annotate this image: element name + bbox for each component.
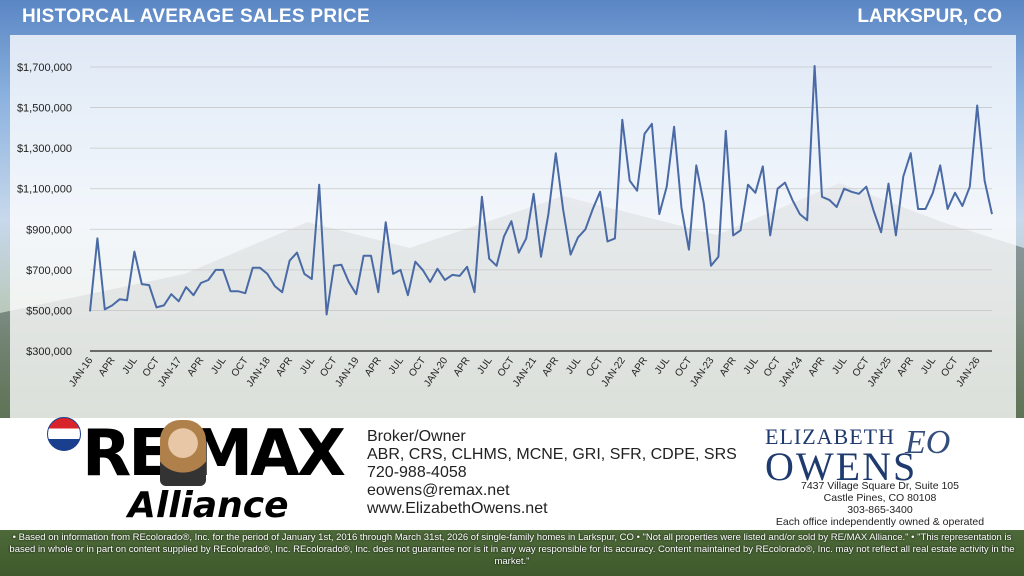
x-tick-label: OCT: [230, 355, 251, 379]
x-tick-label: JUL: [387, 355, 406, 376]
x-tick-label: JAN-19: [333, 355, 361, 389]
sales-price-chart: $300,000 $500,000 $700,000 $900,000 $1,100,0…: [17, 62, 993, 389]
x-tick-label: APR: [186, 355, 207, 378]
y-tick-label: $1,500,000: [17, 103, 72, 115]
x-tick-label: APR: [718, 355, 739, 378]
x-tick-label: APR: [97, 355, 118, 378]
office-phone: 303-865-3400: [847, 504, 913, 516]
office-info: 7437 Village Square Dr, Suite 105 Castle…: [752, 480, 1008, 528]
owens-logo-last: OWENS: [765, 444, 918, 489]
x-tick-label: APR: [895, 355, 916, 378]
broker-info: Broker/Owner ABR, CRS, CLHMS, MCNE, GRI,…: [367, 428, 737, 518]
office-note: Each office independently owned & operat…: [775, 516, 985, 528]
y-tick-label: $900,000: [26, 224, 72, 236]
x-tick-label: JUL: [742, 355, 761, 376]
x-tick-label: JUL: [298, 355, 317, 376]
x-tick-label: OCT: [584, 355, 605, 379]
x-tick-label: OCT: [939, 355, 960, 379]
x-tick-label: JAN-20: [422, 355, 450, 389]
x-tick-label: OCT: [496, 355, 517, 379]
x-tick-label: JAN-22: [600, 355, 628, 389]
series-line: [89, 65, 993, 316]
x-tick-label: JAN-26: [955, 355, 983, 389]
x-tick-label: APR: [629, 355, 650, 378]
x-tick-label: OCT: [318, 355, 339, 379]
x-tick-label: APR: [363, 355, 384, 378]
y-tick-label: $1,300,000: [17, 143, 72, 155]
x-tick-label: JUL: [564, 355, 583, 376]
x-tick-label: OCT: [851, 355, 872, 379]
x-tick-label: JUL: [653, 355, 672, 376]
y-tick-label: $1,700,000: [17, 62, 72, 74]
x-tick-label: JUL: [830, 355, 849, 376]
x-tick-label: JAN-23: [688, 355, 716, 389]
alliance-logo-text: Alliance: [128, 485, 289, 526]
broker-title: Broker/Owner: [367, 428, 466, 445]
remax-balloon-logo: [47, 417, 81, 451]
x-tick-label: JUL: [209, 355, 228, 376]
office-address1: 7437 Village Square Dr, Suite 105: [800, 480, 959, 492]
x-tick-label: APR: [452, 355, 473, 378]
x-tick-label: JAN-18: [245, 355, 273, 389]
x-tick-label: JAN-21: [511, 355, 539, 389]
x-tick-label: OCT: [141, 355, 162, 379]
y-tick-label: $300,000: [26, 346, 72, 358]
x-tick-label: APR: [807, 355, 828, 378]
disclaimer: • Based on information from REcolorado®,…: [9, 532, 1015, 567]
owens-monogram: EO: [905, 424, 951, 461]
office-address2: Castle Pines, CO 80108: [823, 492, 937, 504]
x-tick-label: JUL: [121, 355, 140, 376]
x-tick-label: JAN-25: [866, 355, 894, 389]
owens-logo-first: ELIZABETH: [765, 424, 895, 449]
broker-designations: ABR, CRS, CLHMS, MCNE, GRI, SFR, CDPE, S…: [367, 446, 737, 463]
broker-email[interactable]: eowens@remax.net: [367, 482, 510, 499]
y-tick-label: $700,000: [26, 265, 72, 277]
owens-logo: ELIZABETH OWENS EO: [765, 424, 995, 489]
x-tick-label: JUL: [475, 355, 494, 376]
broker-phone[interactable]: 720-988-4058: [367, 464, 467, 481]
x-tick-label: APR: [274, 355, 295, 378]
x-tick-label: OCT: [673, 355, 694, 379]
broker-portrait: [160, 420, 206, 486]
x-tick-label: JUL: [919, 355, 938, 376]
chart-title: HISTORCAL AVERAGE SALES PRICE: [22, 6, 370, 27]
x-tick-label: JAN-17: [156, 355, 184, 389]
x-tick-label: APR: [540, 355, 561, 378]
location-label: LARKSPUR, CO: [857, 6, 1002, 27]
x-tick-label: JAN-16: [67, 355, 95, 389]
x-tick-label: JAN-24: [777, 355, 805, 389]
x-tick-label: OCT: [407, 355, 428, 379]
y-tick-label: $1,100,000: [17, 184, 72, 196]
broker-website[interactable]: www.ElizabethOwens.net: [367, 500, 548, 517]
y-tick-label: $500,000: [26, 305, 72, 317]
x-tick-label: OCT: [762, 355, 783, 379]
remax-logo-text: RE/MAX: [82, 417, 346, 491]
